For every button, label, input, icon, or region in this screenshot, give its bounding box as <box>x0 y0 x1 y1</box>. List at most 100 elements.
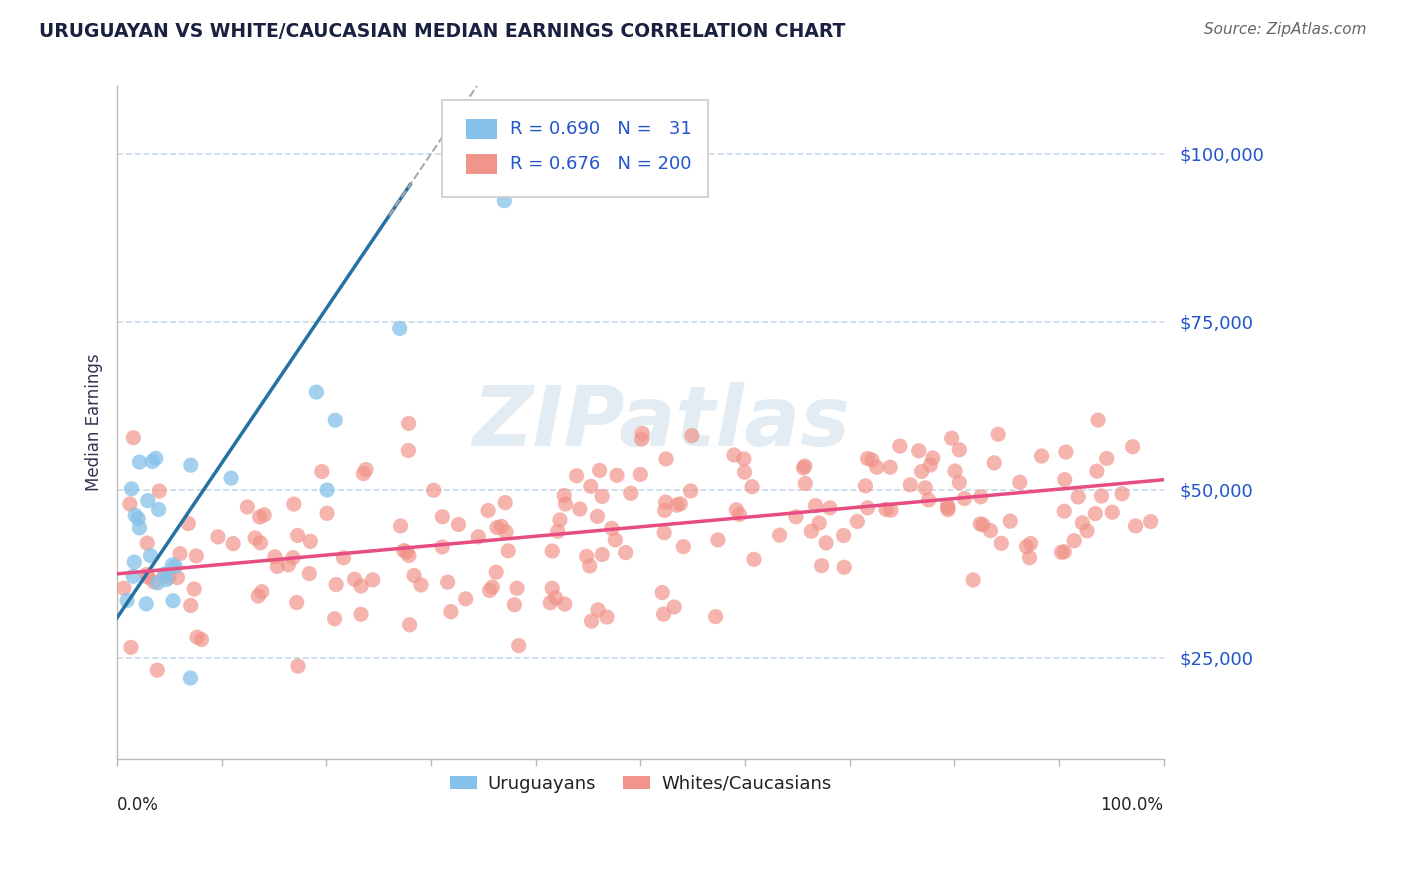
Point <box>1071 516 1094 530</box>
Point <box>305 385 328 400</box>
Point <box>496 544 519 558</box>
Point <box>122 569 145 583</box>
Point <box>544 591 567 605</box>
Point <box>1053 504 1076 518</box>
Point <box>1125 519 1147 533</box>
Point <box>115 593 138 607</box>
Point <box>679 483 702 498</box>
Point <box>180 599 202 613</box>
Point <box>581 614 603 628</box>
Point <box>586 509 609 524</box>
Point <box>1063 533 1085 548</box>
Point <box>554 497 576 511</box>
Point <box>350 579 373 593</box>
Point <box>481 580 503 594</box>
Point <box>800 524 823 539</box>
Point <box>287 659 309 673</box>
Point <box>236 500 259 514</box>
Point <box>1084 507 1107 521</box>
Point <box>733 451 755 466</box>
Point <box>422 483 444 498</box>
Point <box>145 451 167 466</box>
Point <box>485 565 508 579</box>
Point <box>263 549 285 564</box>
Point <box>1085 464 1108 478</box>
Point <box>503 598 526 612</box>
Point <box>250 584 273 599</box>
Point <box>139 549 162 563</box>
Point <box>1031 449 1053 463</box>
Legend: Uruguayans, Whites/Caucasians: Uruguayans, Whites/Caucasians <box>443 768 838 800</box>
Point <box>665 498 688 512</box>
Point <box>742 552 765 566</box>
Point <box>654 503 676 517</box>
Point <box>936 499 959 513</box>
Point <box>1067 490 1090 504</box>
Point <box>118 497 141 511</box>
Point <box>565 468 588 483</box>
Point <box>454 591 477 606</box>
Point <box>723 448 745 462</box>
Point <box>478 583 501 598</box>
Point <box>983 456 1005 470</box>
Point <box>332 550 354 565</box>
Point <box>860 452 883 467</box>
Point <box>243 531 266 545</box>
Point <box>1111 487 1133 501</box>
Point <box>162 593 184 607</box>
Point <box>122 431 145 445</box>
Point <box>969 490 991 504</box>
Point <box>832 528 855 542</box>
Y-axis label: Median Earnings: Median Earnings <box>86 354 103 491</box>
Point <box>253 508 276 522</box>
Point <box>186 549 208 563</box>
Point <box>1053 545 1076 559</box>
Point <box>875 502 897 516</box>
Point <box>219 471 242 485</box>
Point <box>654 495 676 509</box>
Point <box>596 610 619 624</box>
Point <box>815 536 838 550</box>
Point <box>768 528 790 542</box>
Point <box>808 516 831 530</box>
FancyBboxPatch shape <box>465 153 498 174</box>
Point <box>325 577 347 591</box>
Point <box>921 450 943 465</box>
Point <box>1050 545 1073 559</box>
Point <box>793 459 815 474</box>
Point <box>247 589 270 603</box>
Text: Source: ZipAtlas.com: Source: ZipAtlas.com <box>1204 22 1367 37</box>
Point <box>605 533 627 547</box>
Point <box>323 612 346 626</box>
Point <box>112 581 135 595</box>
Point <box>707 533 730 547</box>
Point <box>1000 514 1022 528</box>
Point <box>298 566 321 581</box>
Point <box>277 558 299 572</box>
Point <box>855 479 877 493</box>
Point <box>285 595 308 609</box>
Point <box>354 462 377 476</box>
Point <box>832 560 855 574</box>
Point <box>910 465 932 479</box>
Point <box>467 530 489 544</box>
Point <box>804 499 827 513</box>
Text: 0.0%: 0.0% <box>117 796 159 814</box>
Point <box>962 573 984 587</box>
Point <box>323 413 346 427</box>
Point <box>491 519 513 533</box>
Point <box>669 497 692 511</box>
Point <box>953 491 976 506</box>
Point <box>127 511 149 525</box>
FancyBboxPatch shape <box>441 100 709 197</box>
Point <box>664 600 686 615</box>
Point <box>389 519 412 533</box>
Point <box>266 559 288 574</box>
Point <box>741 480 763 494</box>
Point <box>398 617 420 632</box>
Point <box>969 516 991 531</box>
Point <box>547 524 569 539</box>
Point <box>180 458 202 473</box>
Point <box>165 559 187 574</box>
Point <box>432 540 454 554</box>
